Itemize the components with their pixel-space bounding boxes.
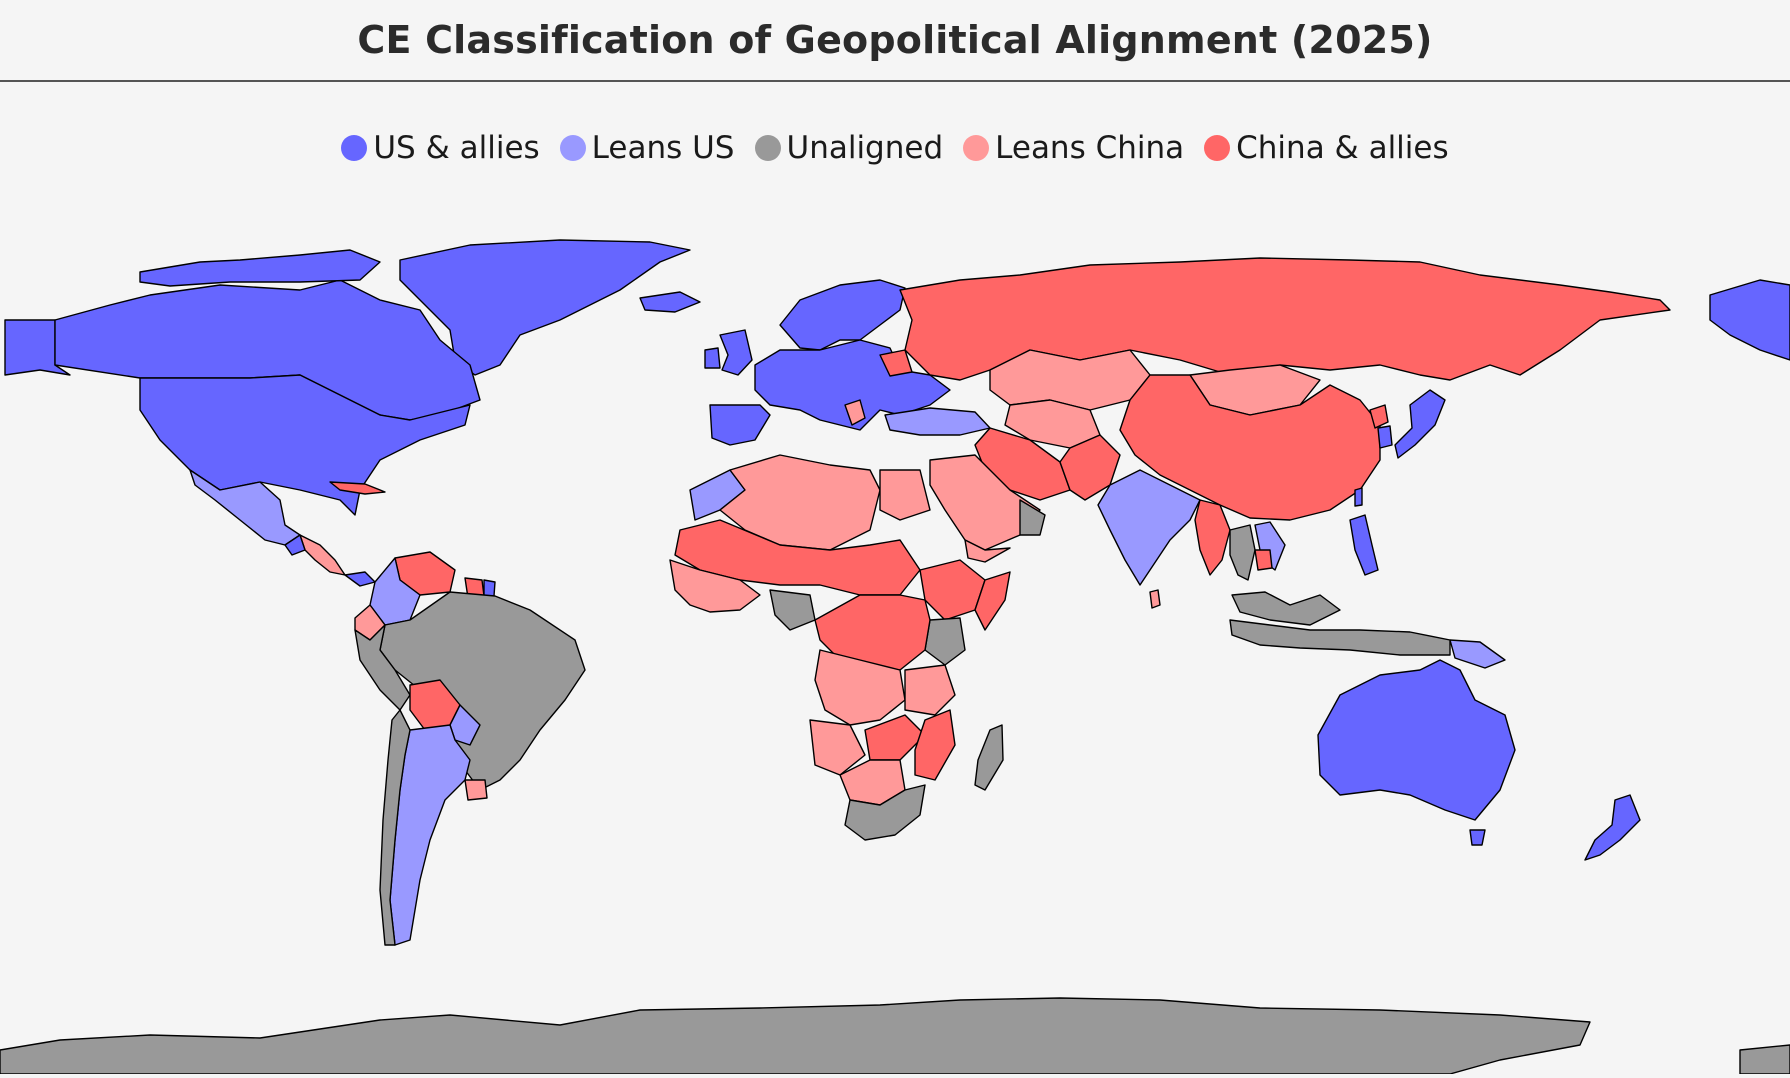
map-title: CE Classification of Geopolitical Alignm… bbox=[357, 18, 1433, 62]
region-tasmania[interactable] bbox=[1469, 829, 1486, 846]
region-philippines[interactable] bbox=[1349, 514, 1379, 576]
legend-swatch-unaligned bbox=[754, 135, 781, 161]
region-pakistan[interactable] bbox=[1059, 434, 1121, 501]
region-scandinavia[interactable] bbox=[779, 279, 906, 351]
region-serbia[interactable] bbox=[844, 399, 866, 426]
legend-item-china-allies[interactable]: China & allies bbox=[1204, 130, 1449, 166]
region-australia[interactable] bbox=[1317, 659, 1516, 821]
region-iberia[interactable] bbox=[709, 404, 771, 446]
region-mozambique[interactable] bbox=[914, 709, 956, 781]
region-egypt[interactable] bbox=[879, 469, 931, 521]
region-nigeria[interactable] bbox=[769, 589, 816, 631]
region-myanmar[interactable] bbox=[1194, 499, 1231, 576]
region-cuba[interactable] bbox=[329, 481, 386, 495]
region-panama[interactable] bbox=[344, 571, 376, 587]
region-china[interactable] bbox=[1119, 374, 1381, 521]
region-alaska-east[interactable] bbox=[1709, 279, 1790, 361]
region-tanzania[interactable] bbox=[904, 664, 956, 716]
region-papua-new-guinea[interactable] bbox=[1449, 639, 1506, 669]
region-japan[interactable] bbox=[1394, 389, 1446, 459]
region-yemen[interactable] bbox=[964, 539, 1011, 563]
region-taiwan[interactable] bbox=[1354, 487, 1363, 507]
legend-item-us-allies[interactable]: US & allies bbox=[341, 130, 540, 166]
region-antarctica-east[interactable] bbox=[1739, 1044, 1790, 1075]
region-cambodia[interactable] bbox=[1254, 549, 1273, 571]
region-ireland[interactable] bbox=[704, 347, 721, 369]
region-iceland[interactable] bbox=[639, 291, 701, 313]
legend: US & allies Leans US Unaligned Leans Chi… bbox=[0, 126, 1790, 170]
legend-swatch-leans-china bbox=[963, 135, 990, 161]
legend-swatch-china-allies bbox=[1204, 135, 1231, 161]
region-zambia[interactable] bbox=[864, 714, 926, 761]
legend-item-leans-china[interactable]: Leans China bbox=[963, 130, 1184, 166]
region-thailand[interactable] bbox=[1229, 524, 1256, 581]
region-west-africa[interactable] bbox=[669, 559, 761, 613]
legend-item-unaligned[interactable]: Unaligned bbox=[754, 130, 944, 166]
region-north-africa[interactable] bbox=[719, 454, 881, 551]
region-north-korea[interactable] bbox=[1369, 404, 1389, 429]
region-central-america[interactable] bbox=[299, 534, 346, 576]
region-new-zealand[interactable] bbox=[1584, 794, 1641, 861]
region-india[interactable] bbox=[1097, 469, 1201, 586]
region-belarus[interactable] bbox=[879, 349, 913, 377]
world-map bbox=[0, 200, 1790, 1075]
region-indonesia[interactable] bbox=[1229, 619, 1451, 656]
region-uruguay[interactable] bbox=[464, 779, 488, 801]
legend-label-leans-china: Leans China bbox=[995, 130, 1185, 166]
region-somalia[interactable] bbox=[974, 571, 1011, 631]
legend-item-leans-us[interactable]: Leans US bbox=[559, 130, 735, 166]
region-south-korea[interactable] bbox=[1377, 425, 1393, 449]
region-chile[interactable] bbox=[379, 709, 411, 946]
region-kenya[interactable] bbox=[924, 617, 966, 666]
legend-label-unaligned: Unaligned bbox=[786, 130, 944, 166]
legend-label-leans-us: Leans US bbox=[591, 130, 735, 166]
region-sri-lanka[interactable] bbox=[1149, 589, 1161, 609]
legend-label-us-allies: US & allies bbox=[373, 130, 540, 166]
region-uk[interactable] bbox=[719, 329, 753, 376]
region-turkey[interactable] bbox=[884, 407, 991, 436]
region-greenland[interactable] bbox=[399, 239, 691, 376]
region-suriname[interactable] bbox=[483, 579, 496, 597]
region-peru[interactable] bbox=[354, 624, 411, 711]
region-madagascar[interactable] bbox=[974, 724, 1004, 791]
region-guatemala[interactable] bbox=[284, 534, 306, 556]
legend-swatch-leans-us bbox=[559, 135, 586, 161]
legend-swatch-us-allies bbox=[341, 135, 368, 161]
header: CE Classification of Geopolitical Alignm… bbox=[0, 0, 1790, 82]
region-antarctica[interactable] bbox=[0, 997, 1591, 1075]
world-map-svg bbox=[0, 239, 1790, 1075]
region-iran[interactable] bbox=[974, 427, 1071, 501]
region-angola[interactable] bbox=[809, 719, 866, 776]
region-saudi-arabia[interactable] bbox=[929, 454, 1041, 551]
legend-label-china-allies: China & allies bbox=[1236, 130, 1449, 166]
region-drc[interactable] bbox=[814, 649, 906, 726]
region-kazakhstan[interactable] bbox=[989, 349, 1151, 411]
region-oman[interactable] bbox=[1019, 499, 1046, 536]
region-arctic-islands[interactable] bbox=[139, 249, 381, 287]
region-malaysia[interactable] bbox=[1231, 591, 1341, 626]
region-south-africa[interactable] bbox=[844, 784, 926, 841]
